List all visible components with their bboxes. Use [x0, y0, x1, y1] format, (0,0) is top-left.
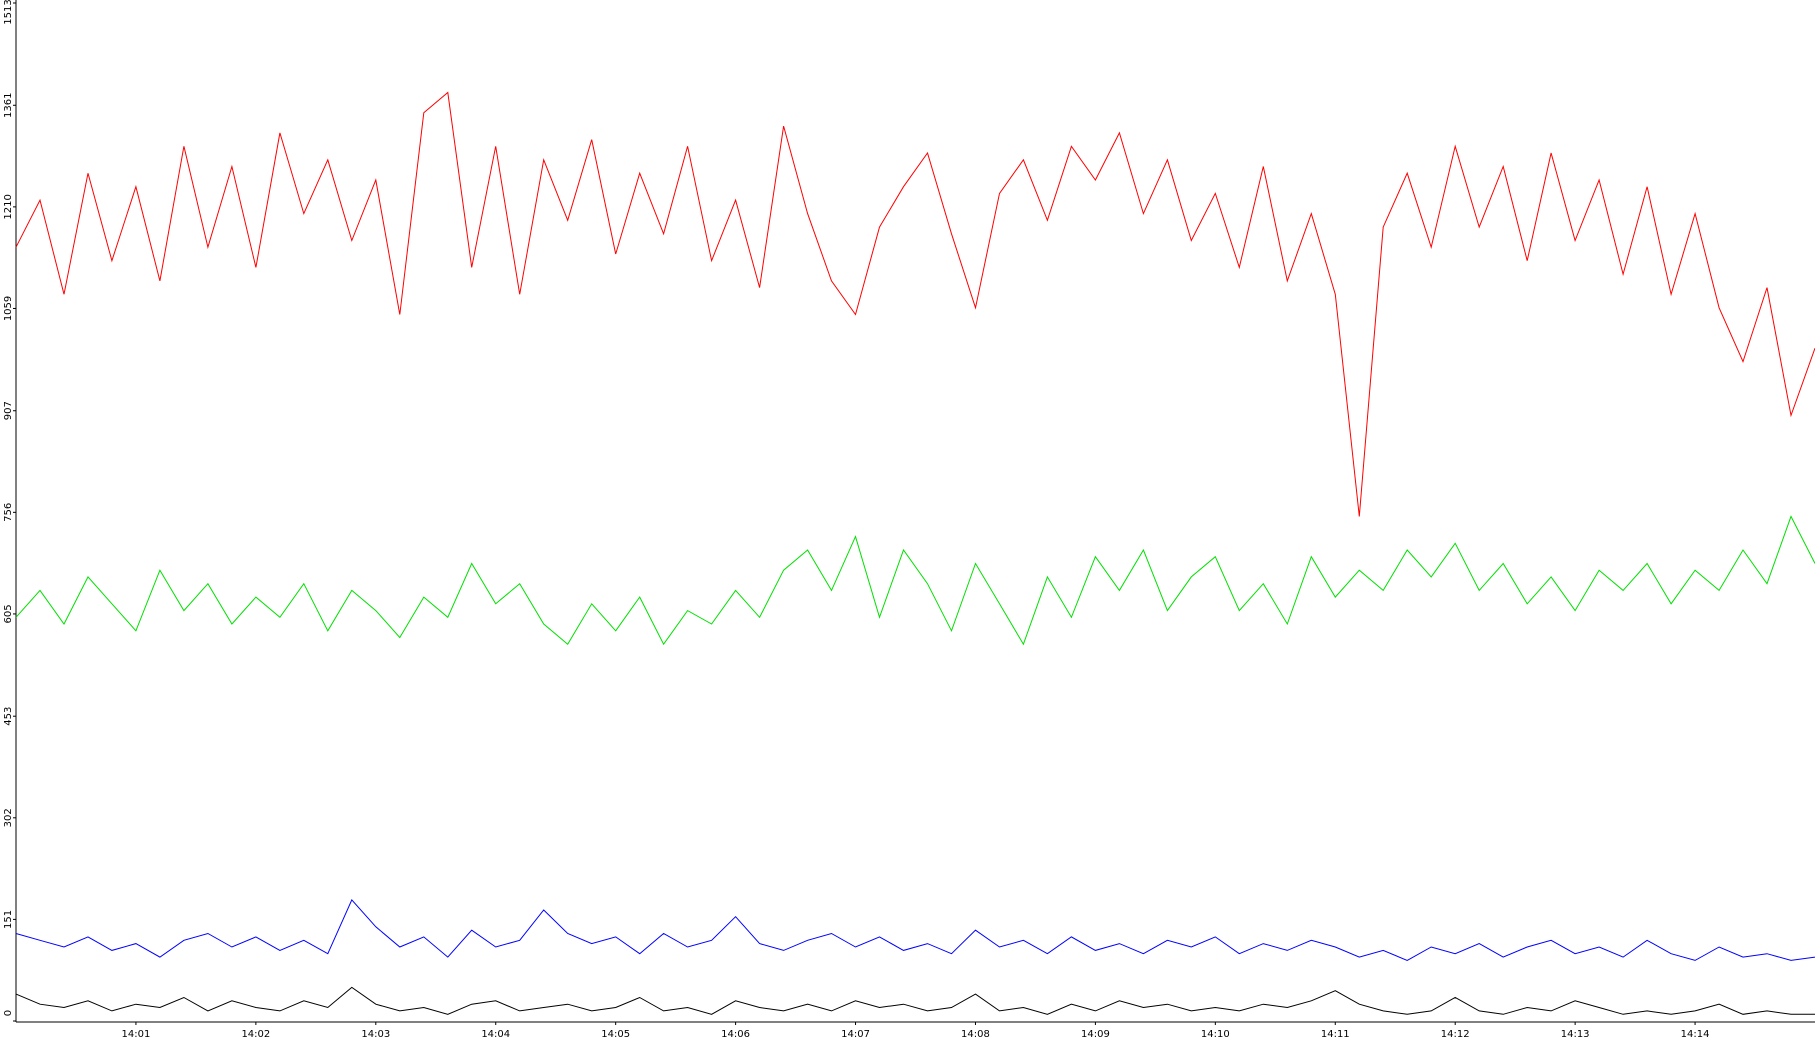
y-tick-label: 151 [3, 910, 14, 929]
x-tick-label: 14:05 [601, 1029, 630, 1039]
series-line [15, 898, 1815, 961]
x-tick-label: 14:09 [1081, 1029, 1110, 1039]
y-tick-label: 1210 [3, 194, 14, 219]
x-tick-label: 14:13 [1561, 1029, 1590, 1039]
x-tick-label: 14:11 [1321, 1029, 1350, 1039]
x-tick-label: 14:03 [361, 1029, 390, 1039]
y-tick-label: 0 [3, 1010, 14, 1016]
x-tick-label: 14:14 [1681, 1029, 1710, 1039]
x-tick-label: 14:07 [841, 1029, 870, 1039]
series-line [15, 91, 1815, 517]
series-line [15, 986, 1815, 1015]
x-tick-label: 14:04 [481, 1029, 510, 1039]
x-tick-label: 14:06 [721, 1029, 750, 1039]
y-tick-label: 1361 [3, 93, 14, 118]
y-tick-label: 907 [3, 401, 14, 420]
x-tick-label: 14:01 [122, 1029, 151, 1039]
y-tick-label: 756 [3, 503, 14, 522]
x-tick-label: 14:12 [1441, 1029, 1470, 1039]
y-tick-label: 302 [3, 808, 14, 827]
x-tick-label: 14:10 [1201, 1029, 1230, 1039]
y-tick-label: 605 [3, 604, 14, 623]
y-tick-label: 453 [3, 707, 14, 726]
x-tick-label: 14:08 [961, 1029, 990, 1039]
y-tick-label: 1513 [3, 0, 14, 25]
y-tick-label: 1059 [3, 296, 14, 321]
x-tick-label: 14:02 [241, 1029, 270, 1039]
series-line [15, 515, 1815, 646]
